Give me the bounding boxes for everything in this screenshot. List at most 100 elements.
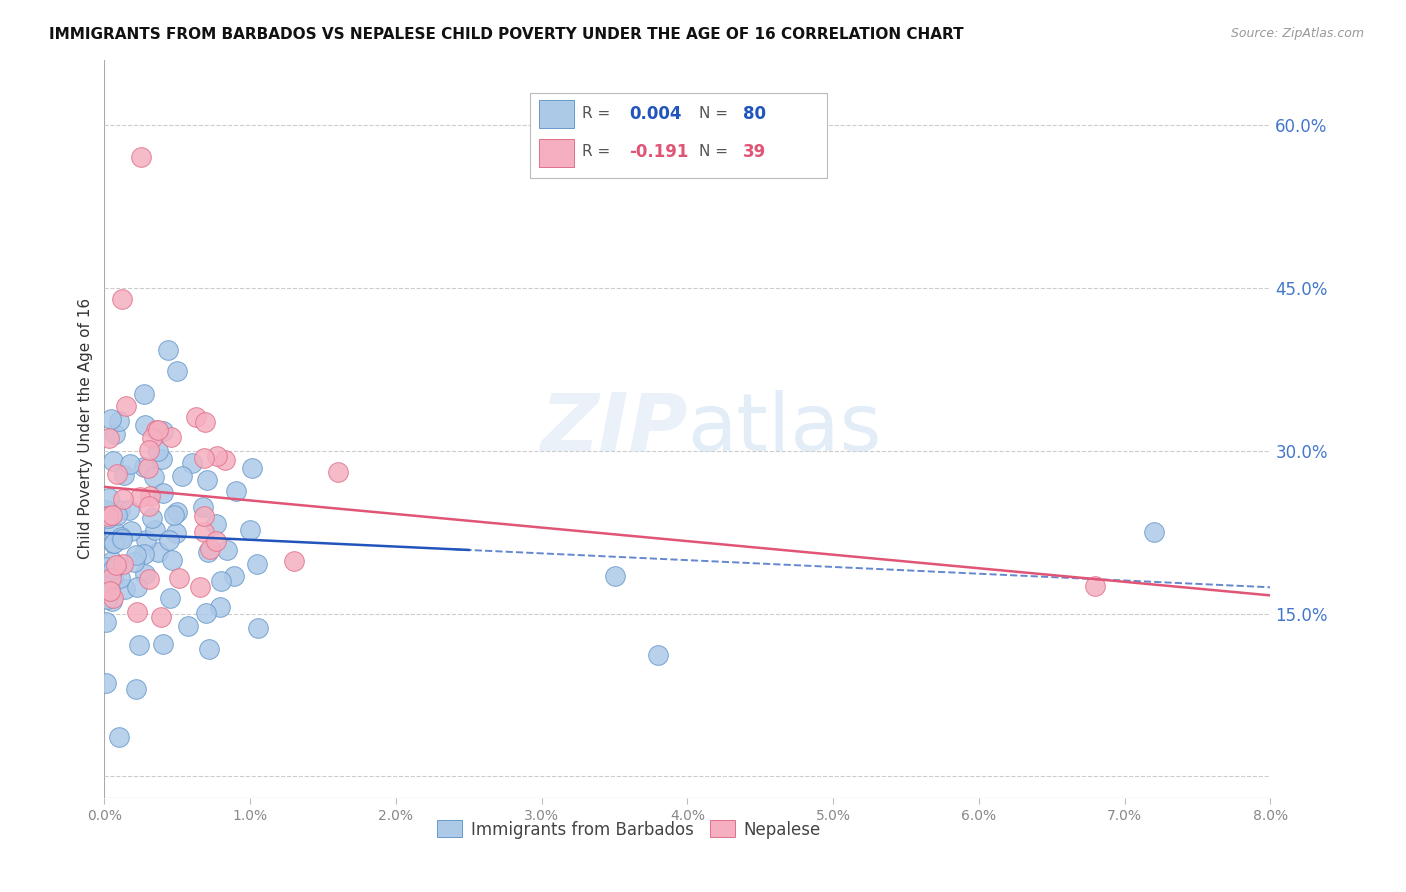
Point [141, 431, 163, 445]
Point [148, 423, 170, 437]
Point [112, 492, 135, 507]
Point [103, 536, 125, 550]
Point [193, 450, 215, 465]
Point [112, 468, 135, 483]
Point [166, 506, 188, 520]
Point [246, 557, 269, 571]
Point [96, 676, 118, 690]
Point [224, 568, 246, 582]
Point [239, 523, 262, 537]
Y-axis label: Child Poverty Under the Age of 16: Child Poverty Under the Age of 16 [79, 298, 93, 559]
Point [97, 511, 120, 525]
Point [114, 399, 136, 413]
Point [96, 505, 118, 519]
Point [647, 648, 669, 663]
Point [134, 566, 156, 581]
Point [156, 343, 179, 358]
Point [111, 557, 134, 571]
Point [134, 387, 156, 401]
Point [101, 594, 124, 608]
Point [125, 549, 148, 563]
Point [197, 545, 219, 559]
Point [603, 568, 626, 582]
Point [195, 606, 218, 620]
Point [159, 429, 181, 443]
Point [97, 491, 120, 506]
FancyBboxPatch shape [530, 93, 827, 178]
Text: R =: R = [582, 145, 616, 160]
Point [118, 457, 141, 471]
Point [214, 453, 236, 467]
Point [97, 432, 120, 446]
Point [283, 554, 305, 568]
Point [204, 533, 226, 548]
Point [198, 641, 221, 656]
Point [101, 508, 124, 522]
Point [1084, 580, 1107, 594]
Point [134, 459, 156, 474]
Point [100, 411, 122, 425]
Point [184, 409, 207, 424]
Point [188, 580, 211, 594]
Text: R =: R = [582, 106, 616, 121]
Point [105, 558, 128, 572]
Point [157, 533, 180, 548]
Point [159, 591, 181, 606]
Point [103, 524, 125, 538]
Point [148, 544, 170, 558]
Point [104, 427, 127, 442]
Point [240, 461, 263, 475]
Point [94, 615, 117, 629]
Point [160, 553, 183, 567]
Point [143, 523, 166, 537]
Point [134, 418, 156, 433]
Text: ZIP: ZIP [540, 390, 688, 468]
Point [118, 503, 141, 517]
Text: N =: N = [699, 145, 733, 160]
Point [127, 605, 149, 619]
Point [103, 454, 125, 468]
Point [326, 465, 349, 479]
Text: atlas: atlas [688, 390, 882, 468]
Point [101, 591, 124, 606]
Point [152, 424, 174, 438]
Point [209, 574, 232, 588]
Text: Source: ZipAtlas.com: Source: ZipAtlas.com [1230, 27, 1364, 40]
Point [108, 413, 131, 427]
Point [205, 517, 228, 532]
Text: IMMIGRANTS FROM BARBADOS VS NEPALESE CHILD POVERTY UNDER THE AGE OF 16 CORRELATI: IMMIGRANTS FROM BARBADOS VS NEPALESE CHI… [49, 27, 965, 42]
Point [215, 542, 238, 557]
Point [114, 582, 136, 596]
Point [163, 508, 186, 522]
Point [198, 541, 221, 556]
Point [138, 442, 160, 457]
Point [172, 468, 194, 483]
Point [101, 536, 124, 550]
Point [191, 500, 214, 514]
Point [96, 591, 118, 606]
Point [132, 547, 155, 561]
Point [136, 461, 159, 475]
Point [129, 150, 152, 164]
Point [120, 524, 142, 538]
Point [135, 533, 157, 548]
Point [142, 470, 165, 484]
Point [110, 571, 132, 585]
Point [1143, 525, 1166, 540]
Point [128, 490, 150, 504]
Point [100, 571, 122, 585]
Point [97, 508, 120, 523]
Point [194, 415, 217, 429]
Point [110, 530, 132, 544]
Point [110, 533, 132, 547]
Point [107, 467, 129, 481]
Point [165, 525, 187, 540]
Text: 0.004: 0.004 [628, 104, 682, 122]
Text: N =: N = [699, 106, 733, 121]
Point [98, 583, 121, 598]
Point [101, 554, 124, 568]
Text: -0.191: -0.191 [628, 143, 689, 161]
Legend: Immigrants from Barbados, Nepalese: Immigrants from Barbados, Nepalese [430, 814, 828, 846]
Point [98, 584, 121, 599]
Point [138, 572, 160, 586]
